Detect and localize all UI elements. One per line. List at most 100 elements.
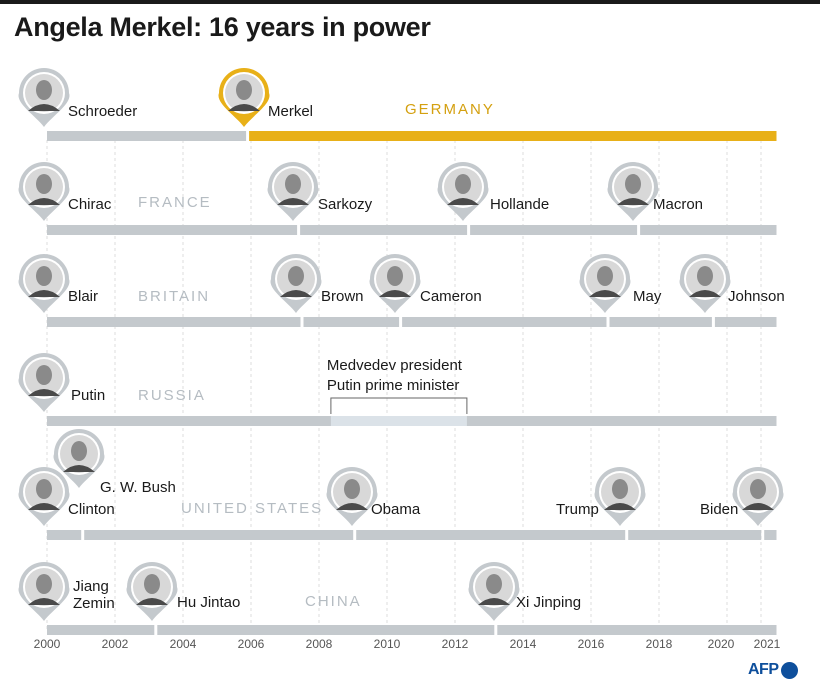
afp-logo-text: AFP	[748, 661, 779, 678]
country-label-britain: BRITAIN	[138, 288, 210, 305]
bar-biden	[764, 530, 777, 540]
chart-title: Angela Merkel: 16 years in power	[14, 12, 431, 42]
cameron-portrait	[376, 260, 414, 298]
cameron-portrait-head	[387, 266, 403, 286]
row-russia: Medvedev president Putin prime minister RU…	[18, 353, 777, 426]
g-w-bush-portrait	[60, 435, 98, 473]
x-tick-label: 2010	[374, 637, 401, 651]
bar-hollande	[470, 225, 638, 235]
leader-name-clinton: Clinton	[68, 501, 115, 518]
gridlines	[46, 140, 762, 632]
brown-portrait-shoulders	[280, 290, 312, 297]
medvedev-span-bar	[330, 416, 467, 426]
jiang-zemin-portrait	[25, 568, 63, 606]
chirac-portrait-head	[36, 174, 52, 194]
bar-merkel	[249, 131, 777, 141]
trump-portrait-head	[612, 479, 628, 499]
leader-name-johnson: Johnson	[728, 288, 785, 305]
blair-portrait	[25, 260, 63, 298]
leader-name-macron: Macron	[653, 196, 703, 213]
bar-chirac	[47, 225, 298, 235]
macron-portrait-head	[625, 174, 641, 194]
leader-name-may: May	[633, 288, 662, 305]
xi-jinping-portrait-head	[486, 574, 502, 594]
obama-portrait-shoulders	[336, 503, 368, 510]
row-germany: GERMANY Schroeder Merkel	[18, 68, 777, 141]
medvedev-bracket	[330, 397, 468, 414]
leader-name-jiang-zemin: Zemin	[73, 595, 115, 612]
merkel-portrait-head	[236, 80, 252, 100]
bar-jiang-zemin	[47, 625, 155, 635]
sarkozy-portrait	[274, 168, 312, 206]
x-tick-label: 2016	[578, 637, 605, 651]
schroeder-portrait	[25, 74, 63, 112]
hollande-portrait	[444, 168, 482, 206]
leader-name-hollande: Hollande	[490, 196, 549, 213]
x-tick-label: 2020	[708, 637, 735, 651]
bar-brown	[303, 317, 400, 327]
x-tick-label: 2018	[646, 637, 673, 651]
x-tick-label: 2021	[754, 637, 781, 651]
jiang-zemin-portrait-shoulders	[28, 598, 60, 605]
country-label-france: FRANCE	[138, 194, 212, 211]
x-tick-label: 2012	[442, 637, 469, 651]
may-portrait-shoulders	[589, 290, 621, 297]
clinton-portrait	[25, 473, 63, 511]
bar-clinton	[47, 530, 82, 540]
country-label-china: CHINA	[305, 593, 362, 610]
leader-name-obama: Obama	[371, 501, 421, 518]
medvedev-annotation-line: Medvedev president	[327, 357, 463, 374]
bar-g-w-bush	[84, 530, 354, 540]
putin-portrait-shoulders	[28, 389, 60, 396]
leader-name-brown: Brown	[321, 288, 364, 305]
leader-name-hu-jintao: Hu Jintao	[177, 594, 240, 611]
bar-sarkozy	[300, 225, 468, 235]
sarkozy-portrait-shoulders	[277, 198, 309, 205]
bar-blair	[47, 317, 301, 327]
cameron-portrait-shoulders	[379, 290, 411, 297]
hu-jintao-portrait-shoulders	[136, 598, 168, 605]
brown-portrait-head	[288, 266, 304, 286]
hu-jintao-portrait	[133, 568, 171, 606]
x-tick-label: 2008	[306, 637, 333, 651]
schroeder-portrait-head	[36, 80, 52, 100]
putin-portrait-head	[36, 365, 52, 385]
x-tick-label: 2006	[238, 637, 265, 651]
bar-may	[609, 317, 712, 327]
putin-portrait	[25, 359, 63, 397]
johnson-portrait-shoulders	[689, 290, 721, 297]
bar-cameron	[402, 317, 607, 327]
blair-portrait-head	[36, 266, 52, 286]
chirac-portrait	[25, 168, 63, 206]
johnson-portrait-head	[697, 266, 713, 286]
merkel-portrait-shoulders	[228, 104, 260, 111]
biden-portrait	[739, 473, 777, 511]
bar-macron	[640, 225, 777, 235]
leader-name-chirac: Chirac	[68, 196, 112, 213]
jiang-zemin-portrait-head	[36, 574, 52, 594]
g-w-bush-portrait-shoulders	[63, 465, 95, 472]
clinton-portrait-head	[36, 479, 52, 499]
hollande-portrait-head	[455, 174, 471, 194]
afp-logo: AFP	[748, 661, 798, 679]
leader-name-sarkozy: Sarkozy	[318, 196, 373, 213]
leader-name-schroeder: Schroeder	[68, 103, 137, 120]
afp-logo-dot	[780, 661, 798, 679]
x-tick-label: 2000	[34, 637, 61, 651]
may-portrait	[586, 260, 624, 298]
country-label-germany: GERMANY	[405, 101, 495, 118]
blair-portrait-shoulders	[28, 290, 60, 297]
merkel-portrait	[225, 74, 263, 112]
leader-name-biden: Biden	[700, 501, 738, 518]
x-tick-label: 2002	[102, 637, 129, 651]
bar-hu-jintao	[157, 625, 495, 635]
top-rule	[0, 0, 820, 4]
hollande-portrait-shoulders	[447, 198, 479, 205]
row-france: FRANCE Chirac Sarkozy Hollande Macron	[18, 162, 777, 235]
brown-portrait	[277, 260, 315, 298]
leader-name-trump: Trump	[556, 501, 599, 518]
chirac-portrait-shoulders	[28, 198, 60, 205]
x-tick-label: 2014	[510, 637, 537, 651]
